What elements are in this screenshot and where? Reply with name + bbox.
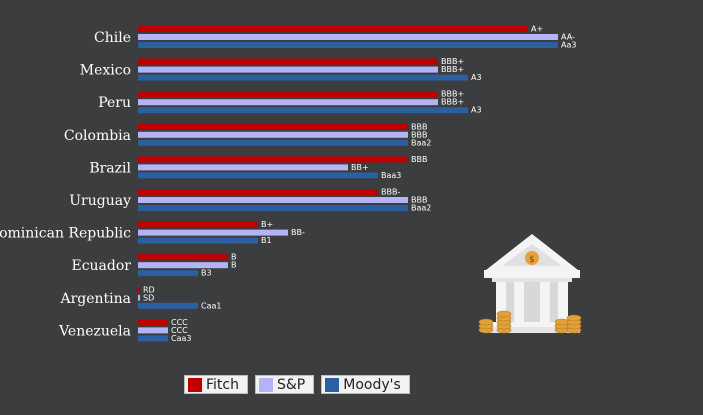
data-label-fitch-colombia: BBB — [411, 122, 427, 131]
bar-s-p-venezuela[interactable] — [138, 327, 168, 334]
bar-fitch-chile[interactable] — [138, 26, 528, 32]
bar-s-p-mexico[interactable] — [138, 66, 438, 73]
data-label-s-p-peru: BBB+ — [441, 98, 464, 107]
data-label-fitch-dominican-republic: B+ — [261, 220, 273, 229]
legend-label-moodys: Moody's — [343, 376, 401, 393]
bar-fitch-colombia[interactable] — [138, 123, 408, 130]
data-label-moody-s-brazil: Baa3 — [381, 171, 401, 180]
bar-moody-s-brazil[interactable] — [138, 172, 378, 179]
data-label-fitch-brazil: BBB — [411, 155, 427, 164]
bar-moody-s-uruguay[interactable] — [138, 205, 408, 211]
category-label-brazil: Brazil — [89, 160, 131, 176]
bar-fitch-uruguay[interactable] — [138, 189, 378, 195]
category-label-ecuador: Ecuador — [71, 258, 131, 274]
data-label-moody-s-argentina: Caa1 — [201, 301, 221, 310]
data-label-fitch-chile: A+ — [531, 25, 543, 34]
data-label-s-p-brazil: BB+ — [351, 163, 369, 172]
legend-swatch-fitch — [188, 377, 202, 392]
data-label-s-p-argentina: SD — [143, 293, 154, 302]
legend-swatch-moodys — [325, 377, 340, 392]
bar-s-p-chile[interactable] — [138, 34, 558, 40]
category-label-chile: Chile — [94, 30, 131, 46]
data-label-fitch-uruguay: BBB- — [381, 188, 400, 197]
bar-fitch-brazil[interactable] — [138, 156, 408, 163]
category-label-argentina: Argentina — [59, 291, 131, 307]
chart-legend: Fitch S&P Moody's — [184, 375, 410, 394]
bank-building-icon: $ — [478, 234, 582, 334]
data-label-moody-s-colombia: Baa2 — [411, 138, 431, 147]
bar-s-p-argentina[interactable] — [138, 294, 140, 301]
bar-s-p-brazil[interactable] — [138, 164, 348, 171]
data-label-fitch-ecuador: B — [231, 253, 237, 262]
legend-item-fitch[interactable]: Fitch — [184, 375, 248, 394]
bar-moody-s-chile[interactable] — [138, 42, 558, 48]
bar-fitch-ecuador[interactable] — [138, 254, 228, 261]
legend-swatch-sp — [258, 377, 273, 392]
data-label-s-p-mexico: BBB+ — [441, 65, 464, 74]
bar-fitch-argentina[interactable] — [138, 286, 140, 293]
data-label-moody-s-chile: Aa3 — [561, 41, 576, 50]
bar-moody-s-ecuador[interactable] — [138, 270, 198, 277]
legend-item-sp[interactable]: S&P — [254, 375, 315, 394]
bar-moody-s-mexico[interactable] — [138, 74, 468, 81]
data-label-s-p-ecuador: B — [231, 261, 237, 270]
data-label-moody-s-peru: A3 — [471, 106, 482, 115]
data-label-s-p-uruguay: BBB — [411, 196, 427, 205]
data-label-s-p-venezuela: CCC — [171, 326, 188, 335]
category-label-dominican-republic: Dominican Republic — [0, 226, 131, 242]
data-label-moody-s-dominican-republic: B1 — [261, 236, 272, 245]
bar-s-p-ecuador[interactable] — [138, 262, 228, 269]
bar-moody-s-peru[interactable] — [138, 107, 468, 114]
bar-moody-s-argentina[interactable] — [138, 302, 198, 309]
category-label-peru: Peru — [98, 95, 131, 111]
data-label-moody-s-mexico: A3 — [471, 73, 482, 82]
bar-moody-s-dominican-republic[interactable] — [138, 237, 258, 244]
category-label-venezuela: Venezuela — [58, 323, 131, 339]
category-label-uruguay: Uruguay — [69, 193, 131, 209]
bar-s-p-peru[interactable] — [138, 99, 438, 106]
data-label-fitch-peru: BBB+ — [441, 90, 464, 99]
data-label-s-p-colombia: BBB — [411, 130, 427, 139]
legend-label-sp: S&P — [276, 376, 306, 393]
bar-moody-s-venezuela[interactable] — [138, 335, 168, 342]
bar-fitch-mexico[interactable] — [138, 58, 438, 65]
bar-fitch-dominican-republic[interactable] — [138, 221, 258, 228]
data-label-fitch-argentina: RD — [143, 285, 155, 294]
bar-fitch-peru[interactable] — [138, 91, 438, 98]
data-label-s-p-chile: AA- — [561, 33, 575, 42]
bar-s-p-colombia[interactable] — [138, 131, 408, 138]
data-label-fitch-venezuela: CCC — [171, 318, 188, 327]
bar-s-p-dominican-republic[interactable] — [138, 229, 288, 236]
data-label-moody-s-uruguay: Baa2 — [411, 204, 431, 213]
data-label-moody-s-venezuela: Caa3 — [171, 334, 191, 343]
bar-s-p-uruguay[interactable] — [138, 197, 408, 203]
data-label-fitch-mexico: BBB+ — [441, 57, 464, 66]
legend-item-moodys[interactable]: Moody's — [321, 375, 410, 394]
bar-fitch-venezuela[interactable] — [138, 319, 168, 326]
data-label-s-p-dominican-republic: BB- — [291, 228, 305, 237]
category-label-colombia: Colombia — [64, 128, 131, 144]
bar-moody-s-colombia[interactable] — [138, 139, 408, 146]
legend-label-fitch: Fitch — [206, 376, 239, 393]
svg-text:$: $ — [529, 255, 535, 265]
category-label-mexico: Mexico — [80, 63, 131, 79]
data-label-moody-s-ecuador: B3 — [201, 269, 212, 278]
